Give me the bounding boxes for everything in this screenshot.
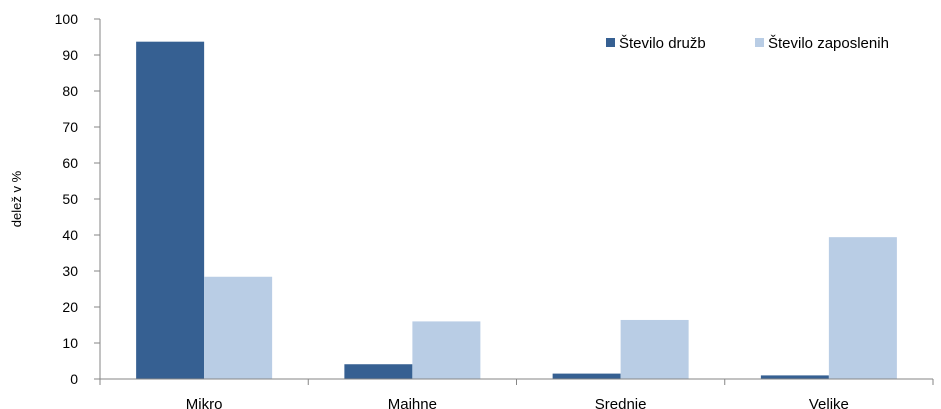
y-tick-label: 100	[55, 11, 79, 27]
bar-stevilo-zaposlenih-mikro	[204, 276, 273, 379]
bar-stevilo-druzb-majhne	[344, 364, 413, 379]
bar-stevilo-druzb-mikro	[136, 41, 205, 380]
bar-stevilo-zaposlenih-velike	[828, 237, 897, 379]
y-tick-label: 0	[70, 371, 78, 387]
legend-item-stevilo-druzb-swatch	[606, 38, 615, 47]
legend-item-stevilo-zaposlenih-swatch	[755, 38, 764, 47]
bars-layer	[136, 41, 897, 380]
x-tick-label-velike: Velike	[809, 396, 849, 409]
axes-layer: 0 10 20 30 40 50 60 70 80 90 100 Mikro Majhne Srednje…	[55, 11, 934, 409]
bar-stevilo-druzb-srednje	[552, 373, 621, 379]
y-tick-label: 70	[62, 119, 78, 135]
y-tick-label: 50	[62, 191, 78, 207]
x-tick-label-srednje: Srednje	[595, 396, 647, 409]
x-tick-label-majhne: Majhne	[388, 396, 437, 409]
x-tick-label-mikro: Mikro	[186, 396, 223, 409]
legend-item-stevilo-druzb-label: Število družb	[619, 35, 706, 52]
y-tick-label: 90	[62, 47, 78, 63]
legend-item-stevilo-zaposlenih-label: Število zaposlenih	[768, 35, 889, 52]
y-tick-label: 80	[62, 83, 78, 99]
y-axis-title: delež v %	[9, 170, 24, 227]
y-tick-label: 60	[62, 155, 78, 171]
y-tick-label: 30	[62, 263, 78, 279]
legend: Število družb Število zaposlenih	[606, 35, 889, 52]
bar-stevilo-zaposlenih-majhne	[412, 321, 481, 379]
bar-stevilo-druzb-velike	[760, 375, 829, 379]
y-tick-label: 10	[62, 335, 78, 351]
bar-stevilo-zaposlenih-srednje	[620, 319, 689, 379]
y-tick-label: 20	[62, 299, 78, 315]
y-tick-label: 40	[62, 227, 78, 243]
